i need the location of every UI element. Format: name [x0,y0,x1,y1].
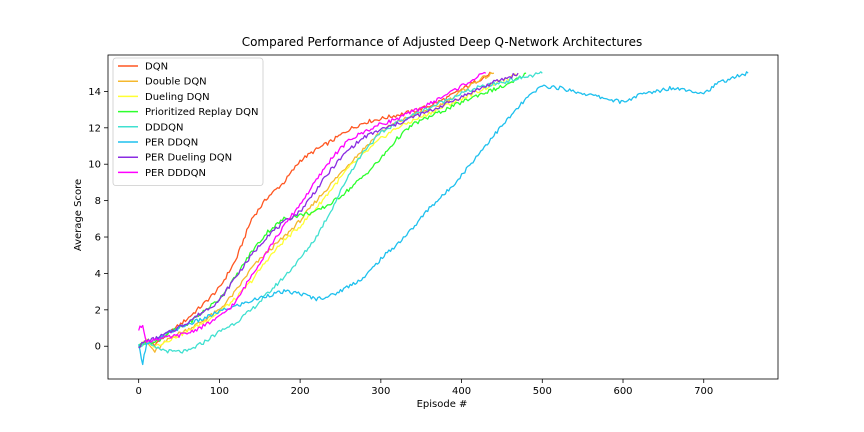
legend: DQN Double DQN Dueling DQN Prioritized Repl… [112,57,264,186]
y-tick-label: 12 [88,123,101,134]
plot-frame [107,54,779,380]
y-tick-label: 10 [88,160,101,171]
series-line-per-dueling-dqn [138,72,519,349]
legend-label-per-dueling-dqn: PER Dueling DQN [145,153,232,164]
legend-label-per-dddqn: PER DDDQN [145,168,206,179]
series-line-dddqn [138,71,543,354]
x-tick-label: 300 [371,386,390,397]
legend-label-per-ddqn: PER DDQN [145,138,198,149]
series-line-per-dddqn [138,71,487,343]
x-tick-label: 500 [533,386,552,397]
y-tick-label: 0 [95,342,101,353]
x-axis-label: Episode # [417,399,468,410]
x-tick-label: 700 [694,386,713,397]
legend-label-dddqn: DDDQN [145,122,183,133]
chart-title: Compared Performance of Adjusted Deep Q-… [242,35,643,49]
legend-label-dqn: DQN [145,62,168,73]
y-tick-label: 6 [95,233,101,244]
series-line-dqn [138,71,492,348]
y-tick-label: 8 [95,196,101,207]
x-tick-label: 0 [135,386,141,397]
x-tick-label: 200 [291,386,310,397]
legend-box [112,57,264,186]
y-tick-label: 2 [95,305,101,316]
legend-label-dueling-dqn: Dueling DQN [145,92,210,103]
x-tick-label: 400 [452,386,471,397]
legend-label-double-dqn: Double DQN [145,77,207,88]
series-line-dueling-dqn [138,72,519,348]
series-line-per-ddqn [138,71,749,366]
series-line-prioritized-replay-dqn [138,72,527,348]
legend-label-prioritized-replay-dqn: Prioritized Replay DQN [145,107,258,118]
y-tick-label: 14 [88,87,101,98]
x-tick-label: 100 [210,386,229,397]
y-axis-label: Average Score [73,179,84,251]
x-tick-label: 600 [613,386,632,397]
plot-area: 0 100 200 300 400 500 600 700 0 2 4 6 8 10 12 14 [88,54,779,397]
y-tick-label: 4 [95,269,101,280]
